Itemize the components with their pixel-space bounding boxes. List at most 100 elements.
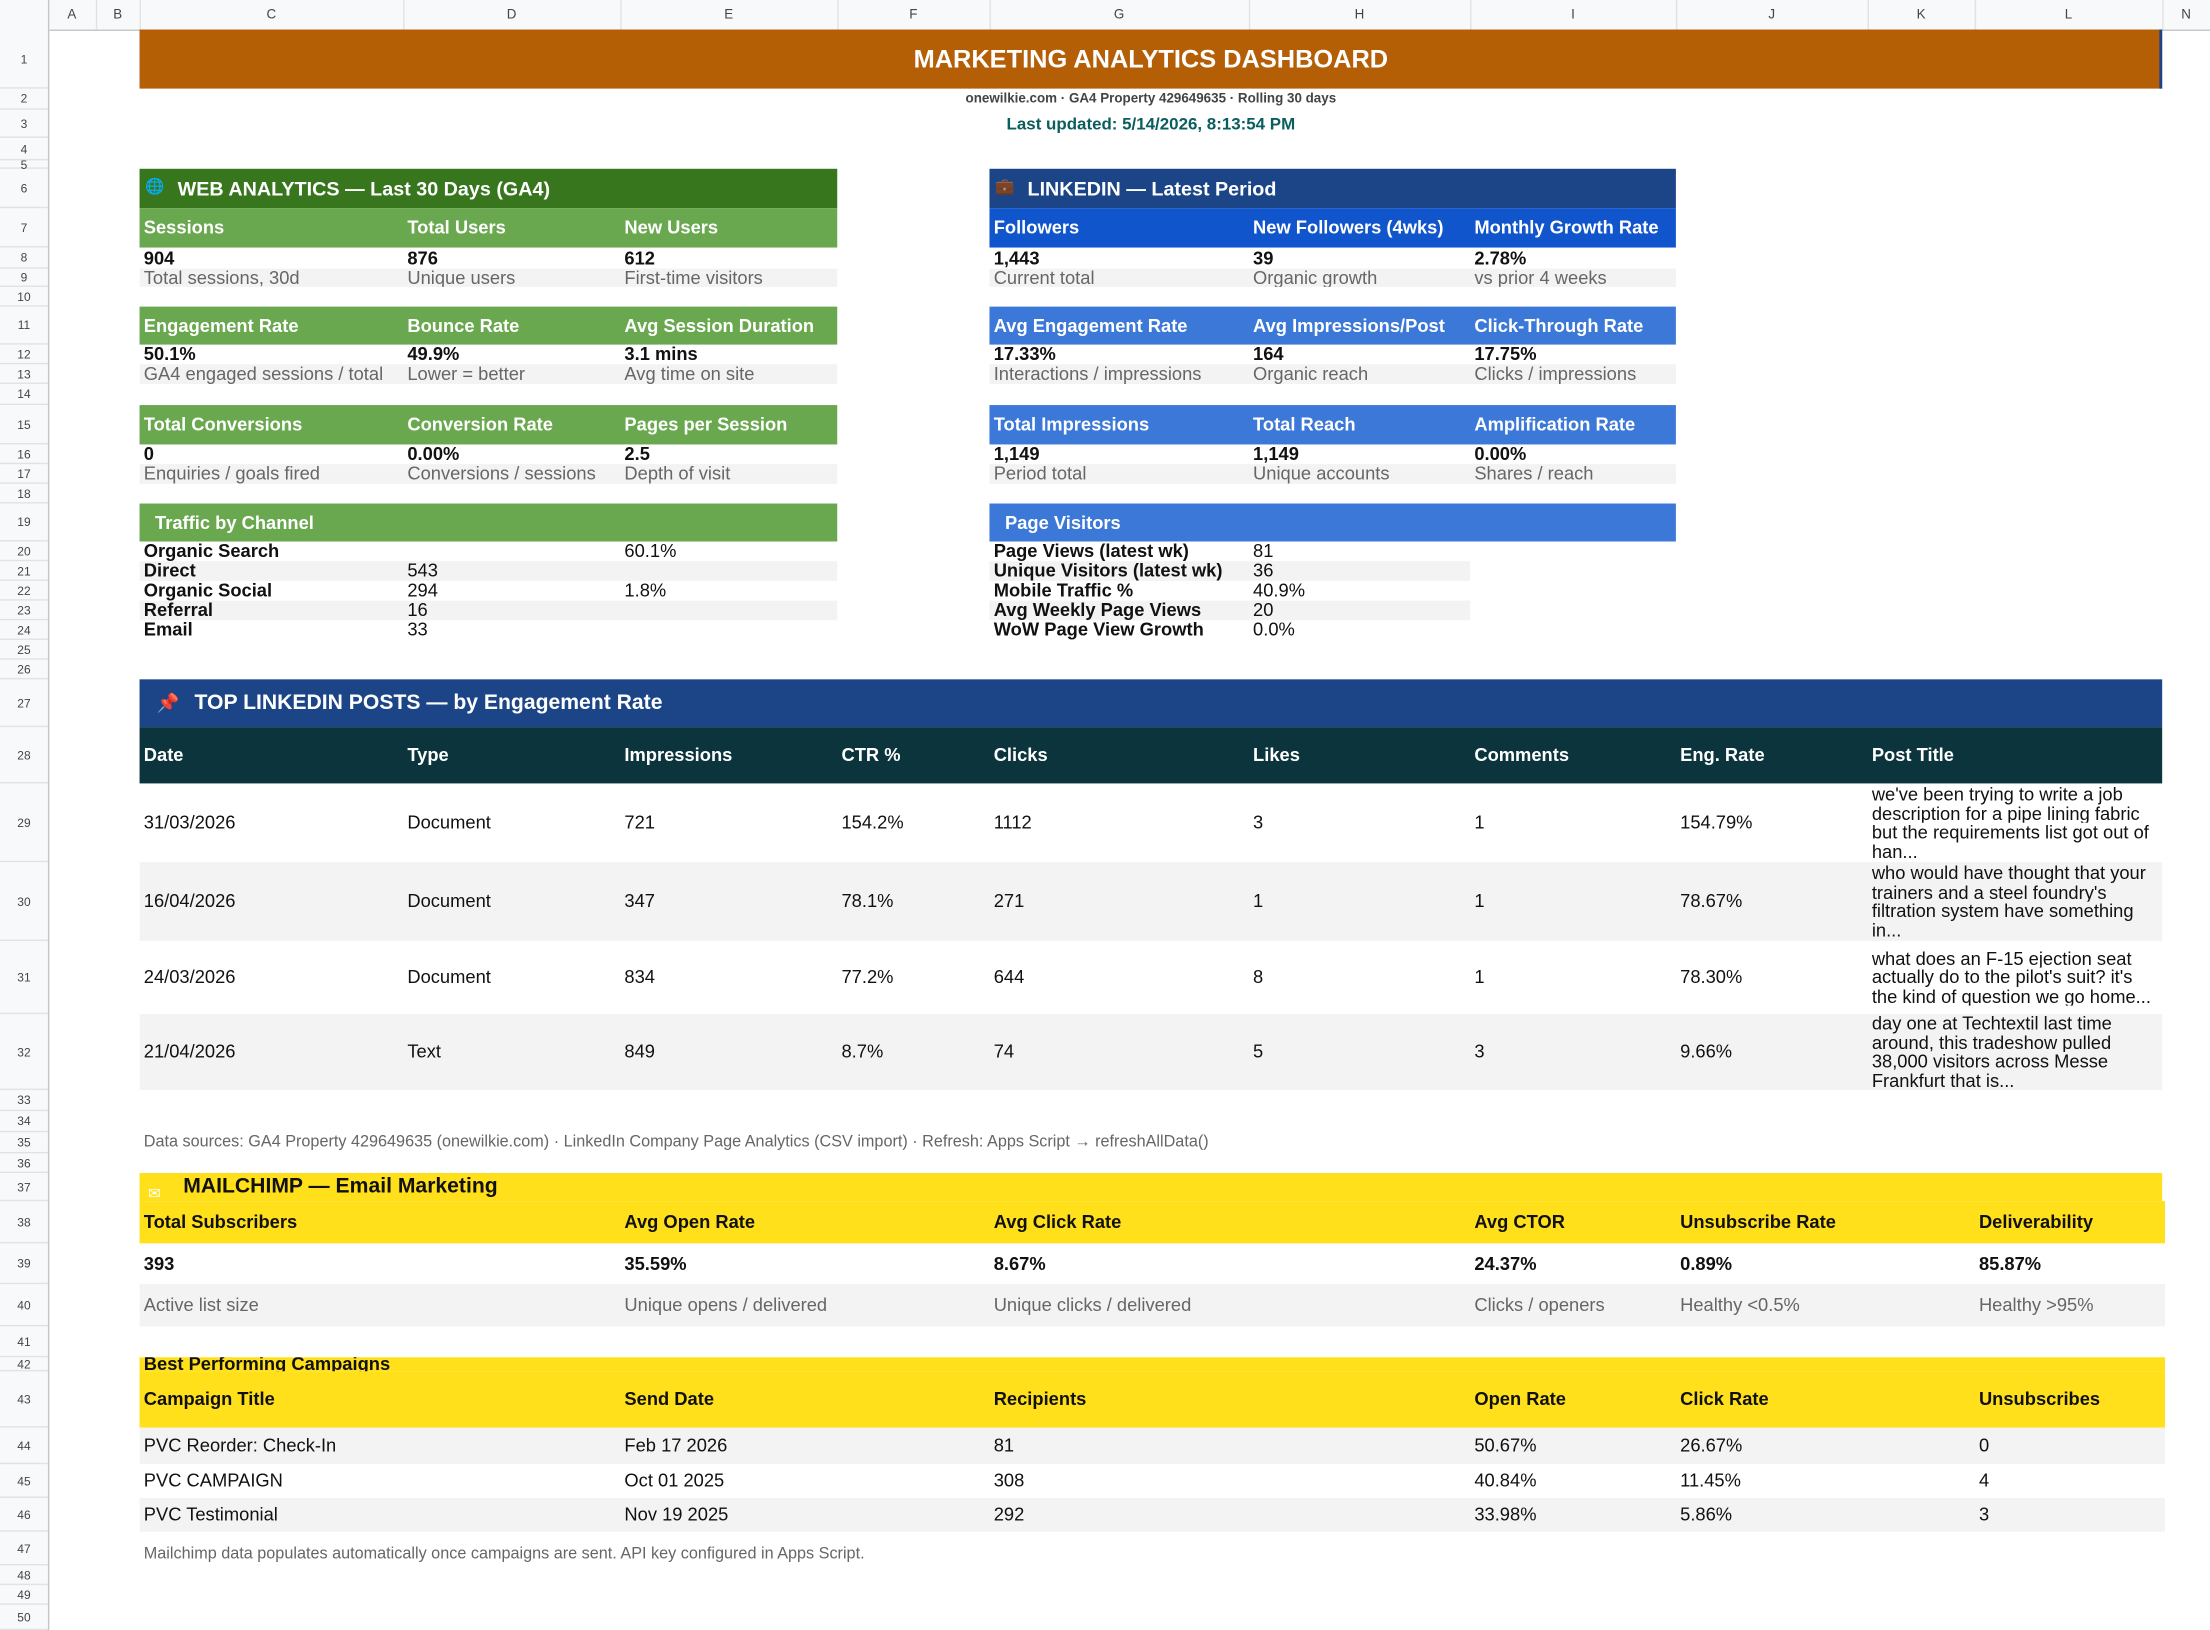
last-updated: Last updated: 5/14/2026, 8:13:54 PM	[1006, 113, 1296, 134]
row-header-11[interactable]: 11	[0, 307, 48, 345]
row-header-28[interactable]: 28	[0, 727, 48, 784]
web-kpi-note: First-time visitors	[624, 268, 763, 287]
row-header-16[interactable]: 16	[0, 444, 48, 465]
visitor-metric-value: 20	[1253, 600, 1274, 621]
row-header-47[interactable]: 47	[0, 1532, 48, 1566]
linkedin-kpi-value: 2.78%	[1474, 247, 1527, 269]
column-header-a[interactable]: A	[48, 0, 98, 30]
row-header-46[interactable]: 46	[0, 1498, 48, 1532]
row-header-33[interactable]: 33	[0, 1090, 48, 1112]
row-header-6[interactable]: 6	[0, 169, 48, 209]
campaign-cell: 5.86%	[1680, 1503, 1733, 1525]
column-header-j[interactable]: J	[1676, 0, 1869, 30]
campaign-cell: 0	[1978, 1434, 1990, 1456]
traffic-channel-name: Direct	[143, 561, 196, 581]
row-header-24[interactable]: 24	[0, 620, 48, 640]
row-header-40[interactable]: 40	[0, 1284, 48, 1327]
row-header-1[interactable]: 1	[0, 30, 48, 89]
row-header-42[interactable]: 42	[0, 1357, 48, 1372]
post-cell: 5	[1253, 1040, 1264, 1062]
row-header-35[interactable]: 35	[0, 1132, 48, 1154]
row-header-14[interactable]: 14	[0, 384, 48, 406]
row-header-21[interactable]: 21	[0, 561, 48, 581]
row-header-18[interactable]: 18	[0, 484, 48, 504]
post-cell: 31/03/2026	[143, 811, 236, 833]
row-header-48[interactable]: 48	[0, 1565, 48, 1586]
row-header-44[interactable]: 44	[0, 1428, 48, 1465]
post-cell: 154.2%	[841, 811, 904, 833]
row-header-9[interactable]: 9	[0, 269, 48, 287]
column-header-c[interactable]: C	[140, 0, 405, 30]
web-kpi-label-row	[139, 306, 838, 345]
row-header-45[interactable]: 45	[0, 1464, 48, 1498]
column-header-i[interactable]: I	[1470, 0, 1678, 30]
row-header-49[interactable]: 49	[0, 1585, 48, 1605]
row-header-10[interactable]: 10	[0, 287, 48, 307]
column-header-n[interactable]: N	[2162, 0, 2210, 30]
mailchimp-kpi-label: Avg Open Rate	[624, 1210, 756, 1233]
column-header-l[interactable]: L	[1975, 0, 2164, 30]
row-header-30[interactable]: 30	[0, 862, 48, 941]
traffic-row-bg	[139, 600, 838, 621]
row-header-36[interactable]: 36	[0, 1153, 48, 1174]
post-title-line: trainers and a steel foundry's	[1871, 882, 2107, 902]
row-header-27[interactable]: 27	[0, 679, 48, 728]
mailchimp-kpi-value: 0.89%	[1680, 1253, 1733, 1275]
row-header-25[interactable]: 25	[0, 640, 48, 660]
row-header-41[interactable]: 41	[0, 1326, 48, 1358]
post-title-line: 38,000 visitors across Messe	[1871, 1052, 2109, 1072]
row-header-2[interactable]: 2	[0, 89, 48, 110]
row-header-19[interactable]: 19	[0, 504, 48, 542]
web-kpi-note: Depth of visit	[624, 464, 731, 484]
row-header-38[interactable]: 38	[0, 1201, 48, 1244]
post-cell: 3	[1474, 1040, 1485, 1062]
row-header-17[interactable]: 17	[0, 464, 48, 484]
campaign-column-header: Unsubscribes	[1978, 1388, 2101, 1410]
row-header-12[interactable]: 12	[0, 345, 48, 365]
row-header-13[interactable]: 13	[0, 364, 48, 384]
row-header-29[interactable]: 29	[0, 783, 48, 863]
campaign-row-bg	[139, 1427, 2165, 1465]
web-kpi-label: Engagement Rate	[143, 315, 299, 337]
column-header-e[interactable]: E	[620, 0, 839, 30]
post-cell: 271	[993, 890, 1025, 912]
row-header-50[interactable]: 50	[0, 1605, 48, 1630]
row-header-23[interactable]: 23	[0, 601, 48, 621]
row-header-8[interactable]: 8	[0, 248, 48, 269]
row-header-34[interactable]: 34	[0, 1111, 48, 1133]
row-header-43[interactable]: 43	[0, 1371, 48, 1428]
row-header-31[interactable]: 31	[0, 941, 48, 1015]
column-header-h[interactable]: H	[1249, 0, 1472, 30]
visitor-metric-value: 36	[1253, 561, 1274, 581]
traffic-channel-value: 543	[407, 561, 438, 581]
column-header-d[interactable]: D	[403, 0, 622, 30]
row-header-37[interactable]: 37	[0, 1173, 48, 1202]
row-header-15[interactable]: 15	[0, 405, 48, 445]
web-kpi-label: Sessions	[143, 216, 225, 238]
campaign-column-header-row	[139, 1371, 2165, 1428]
row-header-32[interactable]: 32	[0, 1014, 48, 1091]
row-header-5[interactable]: 5	[0, 159, 48, 171]
row-header-3[interactable]: 3	[0, 110, 48, 138]
posts-section-title: TOP LINKEDIN POSTS — by Engagement Rate	[194, 690, 663, 715]
linkedin-kpi-note: vs prior 4 weeks	[1474, 268, 1607, 287]
dashboard-title: MARKETING ANALYTICS DASHBOARD	[913, 45, 1389, 74]
linkedin-kpi-label-row	[989, 208, 1676, 248]
visitor-metric-value: 81	[1253, 541, 1274, 562]
row-header-7[interactable]: 7	[0, 208, 48, 248]
posts-column-header: Post Title	[1871, 744, 1954, 766]
column-header-b[interactable]: B	[96, 0, 141, 30]
campaign-cell: 308	[993, 1469, 1025, 1491]
column-header-f[interactable]: F	[837, 0, 991, 30]
column-header-g[interactable]: G	[989, 0, 1251, 30]
linkedin-kpi-note: Clicks / impressions	[1474, 364, 1637, 384]
web-kpi-note: Avg time on site	[624, 364, 755, 384]
row-header-22[interactable]: 22	[0, 581, 48, 601]
row-header-4[interactable]: 4	[0, 138, 48, 161]
row-header-26[interactable]: 26	[0, 660, 48, 680]
row-header-20[interactable]: 20	[0, 542, 48, 562]
column-header-k[interactable]: K	[1868, 0, 1977, 30]
row-header-39[interactable]: 39	[0, 1243, 48, 1285]
mailchimp-kpi-label: Unsubscribe Rate	[1680, 1210, 1836, 1233]
campaign-cell: Oct 01 2025	[624, 1469, 725, 1491]
